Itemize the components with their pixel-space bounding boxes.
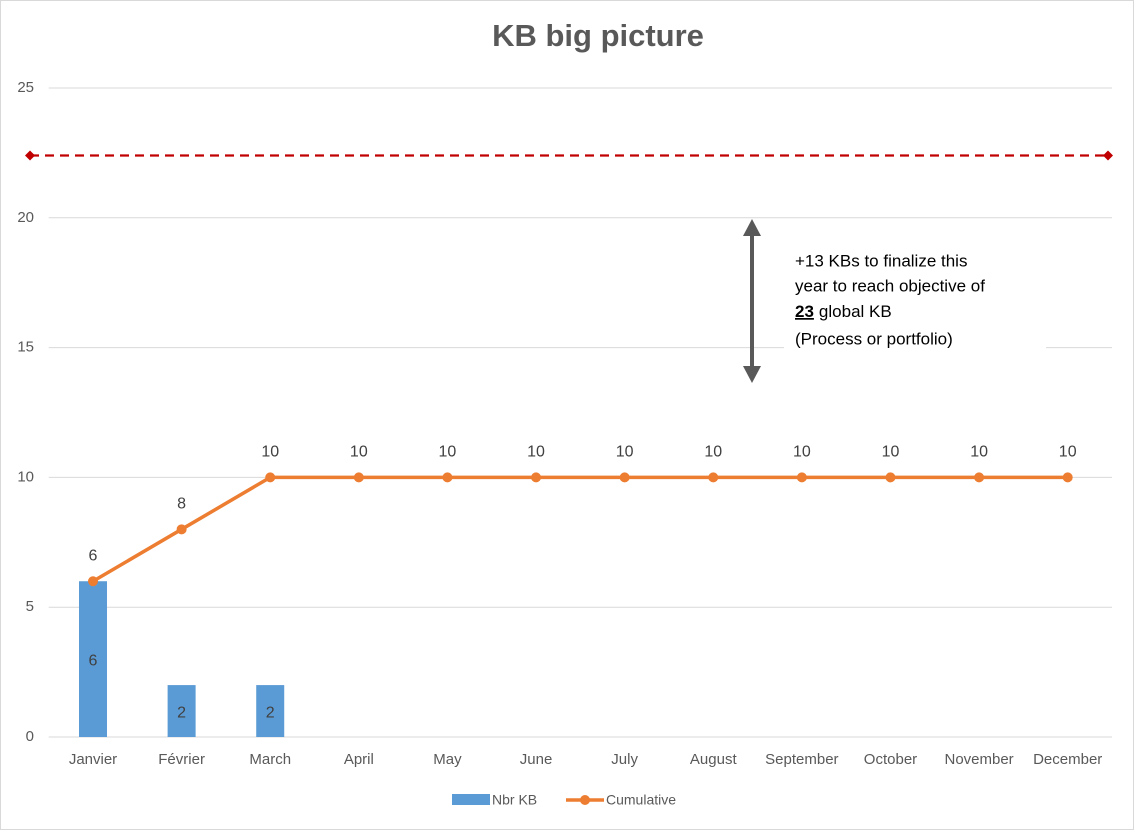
bar	[79, 581, 108, 737]
bar	[256, 685, 285, 737]
annotation-text: 23 global KB	[795, 302, 892, 321]
line-marker	[974, 472, 985, 483]
x-tick-label: May	[433, 751, 462, 768]
line-value-label: 6	[89, 547, 98, 564]
bar-value-label: 2	[266, 704, 275, 721]
line-marker	[796, 472, 807, 483]
line-marker	[531, 472, 542, 483]
x-tick-label: June	[520, 751, 553, 768]
y-tick-label: 15	[17, 339, 34, 356]
line	[92, 475, 1068, 583]
line-marker	[265, 472, 276, 483]
x-tick-label: November	[944, 751, 1013, 768]
reference-marker	[25, 150, 35, 161]
line-value-label: 10	[704, 444, 722, 461]
annotation-arrowhead	[743, 366, 761, 383]
y-tick-label: 20	[17, 209, 34, 226]
annotation-text: +13 KBs to finalize this	[795, 251, 967, 270]
x-tick-label: Janvier	[69, 751, 117, 768]
x-tick-label: September	[765, 751, 838, 768]
line-value-label: 10	[616, 444, 634, 461]
legend-label: Nbr KB	[492, 792, 537, 808]
annotation-text-rest: global KB	[819, 302, 892, 321]
line-marker	[885, 472, 896, 483]
legend-label: Cumulative	[606, 792, 676, 808]
line-marker	[88, 576, 99, 587]
x-tick-label: March	[249, 751, 291, 768]
annotation-text: year to reach objective of	[795, 276, 985, 295]
x-tick-label: October	[864, 751, 917, 768]
line-marker	[619, 472, 630, 483]
line-marker	[708, 472, 719, 483]
line-value-label: 10	[793, 444, 811, 461]
y-tick-label: 25	[17, 79, 34, 96]
legend-swatch-marker	[580, 795, 590, 805]
line-value-label: 10	[882, 444, 900, 461]
x-tick-label: July	[611, 751, 638, 768]
line-value-label: 10	[350, 444, 368, 461]
x-tick-label: Février	[158, 751, 205, 768]
annotation-arrowhead	[743, 219, 761, 236]
bar-value-label: 2	[177, 704, 186, 721]
x-tick-label: April	[344, 751, 374, 768]
legend-swatch	[452, 794, 490, 805]
line-marker	[1062, 472, 1073, 483]
y-tick-label: 10	[17, 468, 34, 485]
line-value-label: 8	[177, 496, 186, 513]
x-tick-label: August	[690, 751, 738, 768]
bar	[167, 685, 196, 737]
line-value-label: 10	[527, 444, 545, 461]
line-marker	[442, 472, 453, 483]
line-value-label: 10	[1059, 444, 1077, 461]
line-marker	[176, 524, 187, 535]
y-tick-label: 5	[26, 598, 34, 615]
annotation-background	[784, 245, 1046, 357]
reference-marker	[1103, 150, 1113, 161]
x-tick-label: December	[1033, 751, 1102, 768]
annotation-objective: 23	[795, 302, 814, 321]
line-value-label: 10	[261, 444, 279, 461]
y-tick-label: 0	[26, 728, 34, 745]
annotation-text: (Process or portfolio)	[795, 329, 953, 348]
line-value-label: 10	[439, 444, 457, 461]
chart-title: KB big picture	[492, 18, 704, 53]
line-value-label: 10	[970, 444, 988, 461]
line-marker	[353, 472, 364, 483]
bar-value-label: 6	[89, 652, 98, 669]
